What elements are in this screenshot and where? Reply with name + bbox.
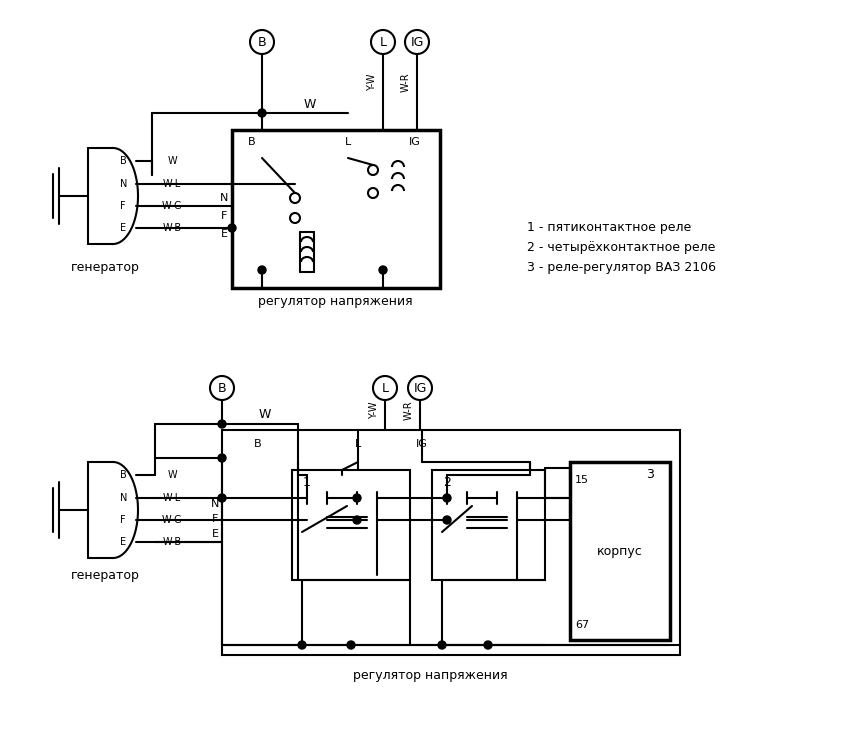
Text: генератор: генератор <box>71 262 140 275</box>
Circle shape <box>347 641 355 649</box>
Circle shape <box>218 494 226 502</box>
Text: B: B <box>120 470 127 480</box>
Text: W-B: W-B <box>163 537 181 547</box>
Text: 67: 67 <box>575 620 589 630</box>
Text: B: B <box>218 381 226 395</box>
Text: генератор: генератор <box>71 568 140 581</box>
Text: L: L <box>355 439 361 449</box>
Text: W-R: W-R <box>401 72 411 92</box>
Circle shape <box>258 266 266 274</box>
Text: F: F <box>212 514 218 524</box>
Text: IG: IG <box>410 36 424 48</box>
Text: E: E <box>120 537 126 547</box>
Text: W-L: W-L <box>163 493 181 503</box>
Text: IG: IG <box>416 439 428 449</box>
Text: N: N <box>220 193 228 203</box>
Text: B: B <box>254 439 262 449</box>
Circle shape <box>353 516 361 524</box>
Text: W: W <box>304 98 317 110</box>
Text: F: F <box>220 211 227 221</box>
Circle shape <box>218 454 226 462</box>
Text: корпус: корпус <box>597 545 643 557</box>
Text: F: F <box>120 515 126 525</box>
Text: L: L <box>345 137 351 147</box>
Text: 3 - реле-регулятор ВАЗ 2106: 3 - реле-регулятор ВАЗ 2106 <box>527 262 716 275</box>
Text: W-R: W-R <box>404 400 414 420</box>
Text: 2 - четырёхконтактное реле: 2 - четырёхконтактное реле <box>527 242 716 254</box>
Text: B: B <box>120 156 127 166</box>
Text: регулятор напряжения: регулятор напряжения <box>352 668 507 682</box>
Text: W: W <box>167 470 177 480</box>
Text: B: B <box>248 137 256 147</box>
Text: Y-W: Y-W <box>369 401 379 419</box>
Circle shape <box>218 420 226 428</box>
Text: W: W <box>167 156 177 166</box>
Text: E: E <box>212 529 219 539</box>
Text: W-B: W-B <box>163 223 181 233</box>
Circle shape <box>353 494 361 502</box>
Circle shape <box>379 266 387 274</box>
Text: 1 - пятиконтактное реле: 1 - пятиконтактное реле <box>527 222 691 234</box>
Text: F: F <box>120 201 126 211</box>
Bar <box>570 462 670 640</box>
Circle shape <box>443 516 451 524</box>
Text: регулятор напряжения: регулятор напряжения <box>258 295 413 309</box>
Circle shape <box>298 641 306 649</box>
Text: N: N <box>211 499 220 509</box>
Circle shape <box>258 109 266 117</box>
Bar <box>292 470 410 580</box>
Bar <box>232 130 440 288</box>
Text: W: W <box>259 409 271 421</box>
Circle shape <box>438 641 446 649</box>
Text: IG: IG <box>409 137 421 147</box>
Text: IG: IG <box>414 381 426 395</box>
Bar <box>432 470 545 580</box>
Text: W-L: W-L <box>163 179 181 189</box>
Text: 2: 2 <box>443 477 451 489</box>
Circle shape <box>484 641 492 649</box>
Text: E: E <box>120 223 126 233</box>
Text: B: B <box>258 36 266 48</box>
Text: L: L <box>380 36 386 48</box>
Text: N: N <box>120 179 128 189</box>
Text: 15: 15 <box>575 475 589 485</box>
Circle shape <box>443 494 451 502</box>
Text: E: E <box>220 229 227 239</box>
Bar <box>222 430 680 655</box>
Text: 1: 1 <box>303 477 311 489</box>
Text: L: L <box>381 381 389 395</box>
Circle shape <box>228 224 236 232</box>
Text: N: N <box>120 493 128 503</box>
Text: Y-W: Y-W <box>367 73 377 91</box>
Text: W-G: W-G <box>162 515 182 525</box>
Text: W-G: W-G <box>162 201 182 211</box>
Text: 3: 3 <box>646 468 654 481</box>
